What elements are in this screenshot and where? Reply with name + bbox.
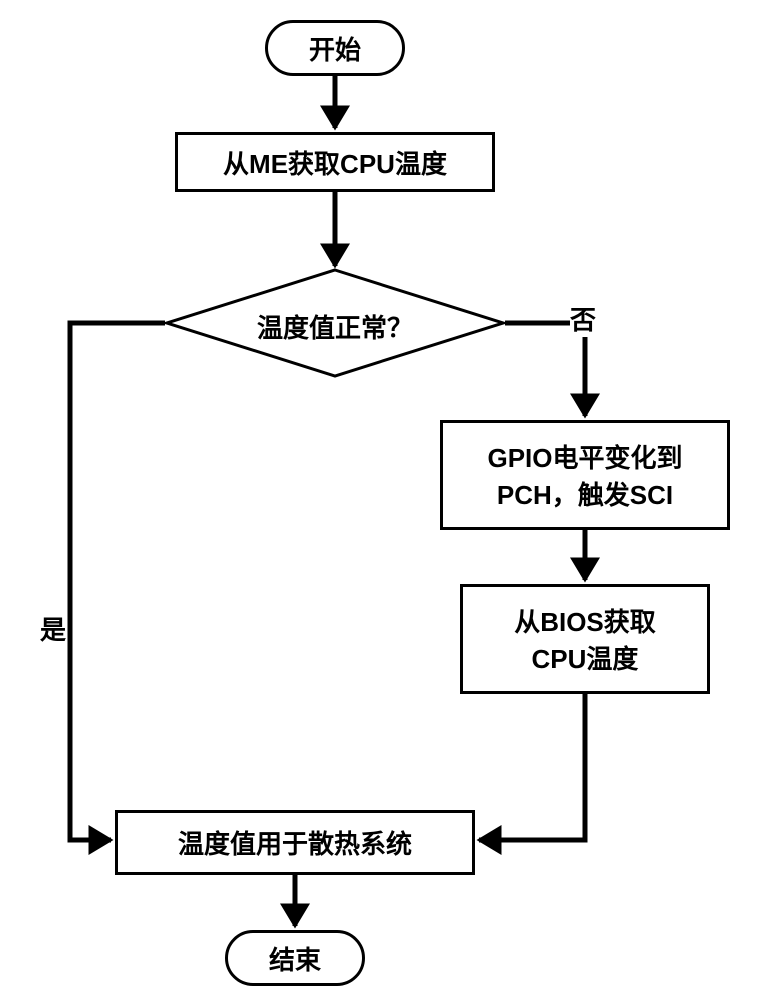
gpio-line2: PCH，触发SCI	[487, 475, 682, 512]
get-me-label: 从ME获取CPU温度	[223, 144, 447, 181]
end-terminal: 结束	[225, 930, 365, 986]
cooling-label: 温度值用于散热系统	[178, 824, 412, 861]
yes-edge-label: 是	[40, 610, 66, 647]
get-bios-temp-process: 从BIOS获取 CPU温度	[460, 584, 710, 694]
get-me-temp-process: 从ME获取CPU温度	[175, 132, 495, 192]
start-terminal: 开始	[265, 20, 405, 76]
gpio-line1: GPIO电平变化到	[487, 438, 682, 475]
bios-line2: CPU温度	[514, 639, 656, 676]
decision-label-text: 温度值正常？	[257, 313, 413, 343]
temp-normal-decision: 温度值正常？	[165, 268, 505, 378]
no-edge-label: 否	[570, 300, 596, 337]
gpio-sci-process: GPIO电平变化到 PCH，触发SCI	[440, 420, 730, 530]
cooling-system-process: 温度值用于散热系统	[115, 810, 475, 875]
bios-line1: 从BIOS获取	[514, 602, 656, 639]
end-label: 结束	[269, 940, 321, 977]
start-label: 开始	[309, 30, 361, 67]
